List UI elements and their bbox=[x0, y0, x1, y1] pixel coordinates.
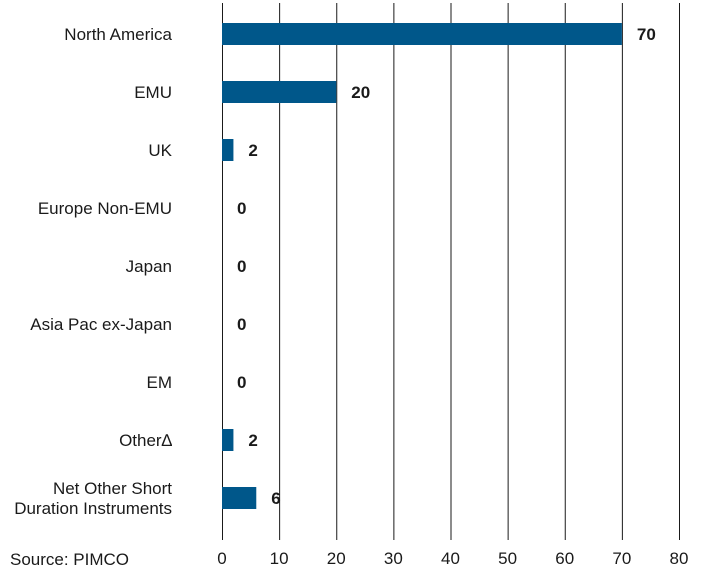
category-label: North America bbox=[64, 25, 172, 44]
data-label: 0 bbox=[237, 199, 246, 218]
data-label: 0 bbox=[237, 315, 246, 334]
category-labels: North America EMU UK Europe Non-EMU Japan Asi… bbox=[14, 25, 172, 518]
category-label: Europe Non-EMU bbox=[38, 199, 172, 218]
bar bbox=[222, 429, 234, 451]
bar bbox=[222, 23, 622, 45]
category-label: Net Other Short Duration Instruments bbox=[14, 479, 172, 518]
data-label: 0 bbox=[237, 257, 246, 276]
category-label: EM bbox=[147, 373, 173, 392]
x-tick-label: 0 bbox=[217, 549, 226, 568]
category-label: Other∆ bbox=[119, 431, 173, 450]
x-tick-label: 10 bbox=[270, 549, 289, 568]
bar bbox=[222, 487, 257, 509]
category-label: Asia Pac ex-Japan bbox=[30, 315, 172, 334]
x-tick-label: 40 bbox=[441, 549, 460, 568]
x-tick-label: 70 bbox=[612, 549, 631, 568]
bar bbox=[222, 81, 337, 103]
x-tick-label: 20 bbox=[327, 549, 346, 568]
x-tick-labels: 0 10 20 30 40 50 60 70 80 bbox=[217, 549, 688, 568]
data-label: 6 bbox=[271, 489, 280, 508]
data-label: 70 bbox=[637, 25, 656, 44]
category-label: Japan bbox=[126, 257, 172, 276]
data-label: 2 bbox=[248, 141, 257, 160]
category-label: EMU bbox=[134, 83, 172, 102]
category-label: UK bbox=[148, 141, 172, 160]
bar bbox=[222, 139, 234, 161]
data-label: 20 bbox=[351, 83, 370, 102]
bars bbox=[222, 23, 622, 509]
data-label: 2 bbox=[248, 431, 257, 450]
x-tick-label: 30 bbox=[384, 549, 403, 568]
x-tick-label: 80 bbox=[670, 549, 689, 568]
x-tick-label: 60 bbox=[555, 549, 574, 568]
data-label: 0 bbox=[237, 373, 246, 392]
x-tick-label: 50 bbox=[498, 549, 517, 568]
source-note: Source: PIMCO bbox=[10, 550, 130, 569]
